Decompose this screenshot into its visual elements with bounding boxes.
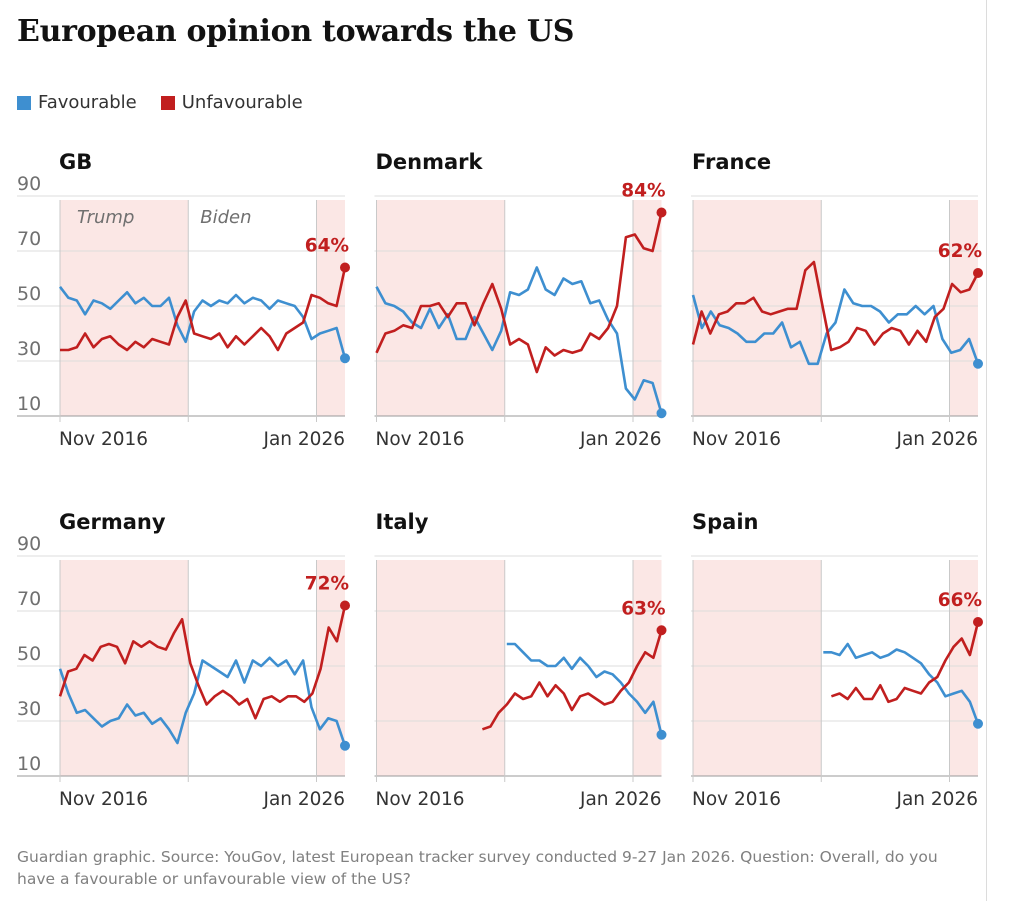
- favourable-line-spain: [823, 642, 980, 725]
- y-tick-label: 50: [17, 643, 41, 665]
- panel-title-denmark: Denmark: [376, 150, 484, 174]
- y-tick-label: 90: [17, 533, 41, 555]
- favourable-endpoint-denmark: [656, 408, 667, 419]
- x-label-start: Nov 2016: [692, 429, 781, 450]
- period-label-trump: Trump: [77, 207, 134, 228]
- x-label-start: Nov 2016: [376, 429, 465, 450]
- x-label-end: Jan 2026: [896, 789, 978, 810]
- trump-first-term-shading: [60, 560, 189, 776]
- y-tick-label: 90: [17, 173, 41, 195]
- unfavourable-line-germany: [58, 605, 347, 720]
- unfavourable-endpoint-denmark: [656, 207, 667, 218]
- favourable-endpoint-france: [973, 358, 983, 369]
- legend-unfavourable-label: Unfavourable: [181, 92, 303, 113]
- unfavourable-endpoint-gb: [340, 262, 350, 273]
- x-label-start: Nov 2016: [692, 789, 781, 810]
- trump-second-term-shading: [949, 200, 978, 416]
- favourable-endpoint-spain: [973, 718, 983, 729]
- legend-favourable: Favourable: [17, 92, 137, 113]
- favourable-line-italy: [506, 642, 663, 736]
- x-label-start: Nov 2016: [59, 789, 148, 810]
- x-label-start: Nov 2016: [59, 429, 148, 450]
- unfavourable-endpoint-italy: [656, 625, 667, 636]
- y-tick-label: 10: [17, 393, 41, 415]
- panel-title-gb: GB: [59, 150, 92, 174]
- y-tick-label: 30: [17, 338, 41, 360]
- unfavourable-value-label-gb: 64%: [305, 236, 349, 257]
- right-divider: [986, 0, 987, 901]
- x-label-end: Jan 2026: [579, 789, 661, 810]
- y-tick-label: 30: [17, 698, 41, 720]
- panel-france: Nov 2016 Jan 2026 France 62%: [691, 150, 983, 450]
- trump-first-term-shading: [60, 200, 189, 416]
- unfavourable-line-denmark: [375, 212, 663, 374]
- unfavourable-value-label-italy: 63%: [621, 598, 665, 619]
- x-label-end: Jan 2026: [263, 789, 345, 810]
- unfavourable-line-italy: [481, 629, 663, 731]
- panel-spain: Nov 2016 Jan 2026 Spain 66%: [691, 510, 983, 810]
- favourable-endpoint-italy: [656, 729, 667, 740]
- trump-first-term-shading: [693, 560, 822, 776]
- unfavourable-line-gb: [60, 267, 347, 352]
- panel-germany: 90 70 50 30 10 Nov 2016 Jan 2026 Germany 72%: [17, 510, 350, 810]
- panel-title-italy: Italy: [376, 510, 429, 534]
- trump-second-term-shading: [633, 560, 662, 776]
- unfavourable-endpoint-france: [973, 268, 983, 278]
- x-label-end: Jan 2026: [896, 429, 978, 450]
- x-label-end: Jan 2026: [579, 429, 661, 450]
- unfavourable-line-spain: [830, 621, 980, 704]
- unfavourable-value-label-france: 62%: [938, 241, 982, 262]
- unfavourable-value-label-germany: 72%: [305, 574, 349, 595]
- chart-title: European opinion towards the US: [17, 14, 575, 49]
- period-label-biden: Biden: [200, 207, 251, 228]
- panel-denmark: Nov 2016 Jan 2026 Denmark 84%: [374, 150, 667, 450]
- trump-first-term-shading: [376, 560, 505, 776]
- y-tick-label: 70: [17, 228, 41, 250]
- unfavourable-endpoint-germany: [340, 600, 350, 611]
- unfavourable-value-label-spain: 66%: [938, 590, 982, 611]
- source-note: Guardian graphic. Source: YouGov, latest…: [17, 848, 938, 888]
- favourable-endpoint-gb: [340, 353, 350, 364]
- panel-title-spain: Spain: [692, 510, 758, 534]
- x-label-end: Jan 2026: [263, 429, 345, 450]
- legend-favourable-swatch: [17, 95, 31, 110]
- panel-gb: 90 70 50 30 10 Nov 2016 Jan 2026 GB Trump Biden 64…: [17, 150, 350, 450]
- unfavourable-endpoint-spain: [973, 617, 983, 627]
- y-tick-label: 10: [17, 753, 41, 775]
- trump-first-term-shading: [693, 200, 822, 416]
- panel-title-france: France: [692, 150, 771, 174]
- x-label-start: Nov 2016: [376, 789, 465, 810]
- legend-unfavourable-swatch: [160, 95, 175, 110]
- panel-title-germany: Germany: [59, 510, 166, 534]
- trump-second-term-shading: [316, 200, 345, 416]
- favourable-line-gb: [58, 286, 347, 359]
- unfavourable-value-label-denmark: 84%: [621, 181, 665, 202]
- y-tick-label: 50: [17, 283, 41, 305]
- panel-italy: Nov 2016 Jan 2026 Italy 63%: [374, 510, 667, 810]
- favourable-line-france: [691, 288, 980, 366]
- legend-favourable-label: Favourable: [38, 92, 137, 113]
- y-tick-label: 70: [17, 588, 41, 610]
- favourable-endpoint-germany: [340, 740, 350, 751]
- favourable-line-denmark: [375, 266, 663, 414]
- unfavourable-line-france: [691, 260, 980, 352]
- trump-second-term-shading: [949, 560, 978, 776]
- favourable-line-germany: [58, 656, 347, 747]
- legend-unfavourable: Unfavourable: [160, 92, 303, 113]
- legend: Favourable Unfavourable: [17, 92, 303, 113]
